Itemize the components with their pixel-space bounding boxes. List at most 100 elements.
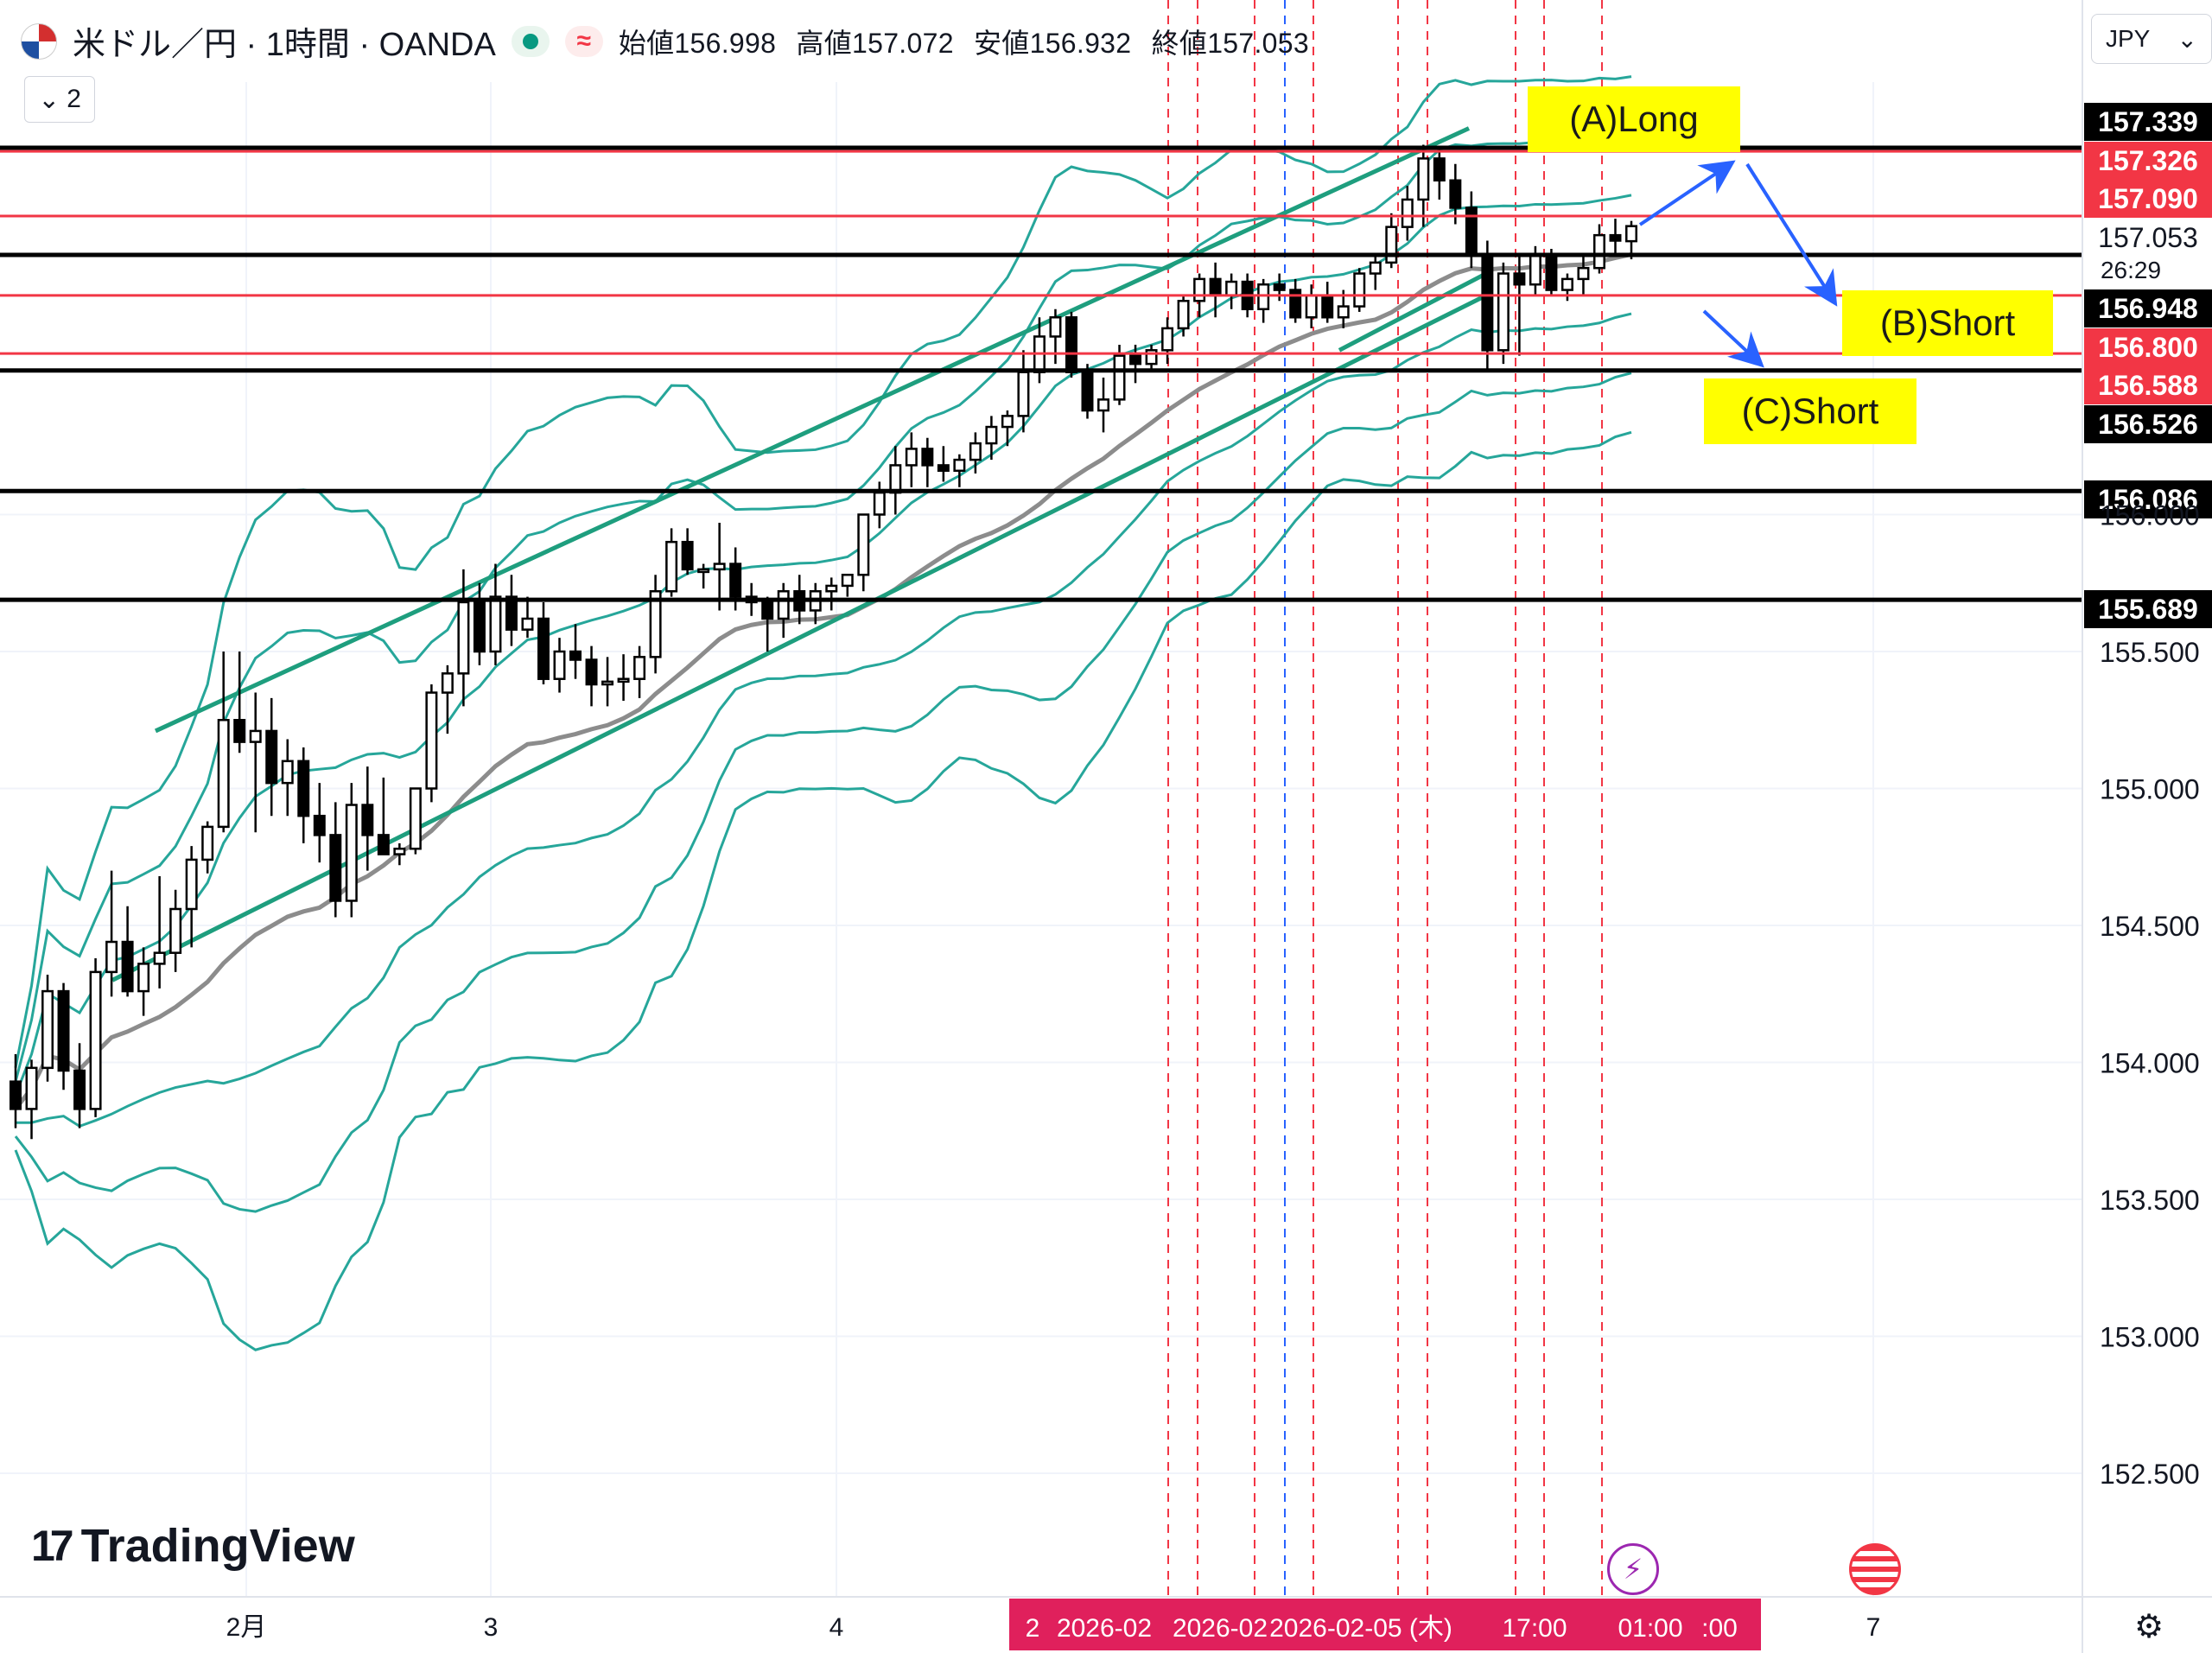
candle [57, 982, 70, 1090]
ohlc-readout: 始値156.998 高値157.072 安値156.932 終値157.053 [619, 22, 1321, 61]
price-level-label-bg [2084, 480, 2212, 518]
price-tick-label: 154.000 [2100, 1048, 2200, 1079]
close-value: 157.053 [1207, 27, 1309, 59]
scenario-arrow [1745, 162, 1838, 307]
high-label: 高値 [796, 27, 853, 59]
time-highlight-label: 17:00 [1502, 1614, 1567, 1643]
candle [1592, 224, 1605, 274]
candle [393, 842, 406, 866]
candle [1001, 410, 1014, 447]
us-flag-event-icon[interactable] [1849, 1543, 1901, 1595]
candle [1177, 295, 1190, 337]
indicators-collapse-button[interactable]: ⌄ 2 [24, 76, 95, 123]
short-b-annotation: (B)Short [1842, 290, 2053, 356]
candle [825, 577, 838, 611]
candle [1369, 254, 1382, 290]
chevron-down-icon: ⌄ [38, 85, 60, 114]
time-highlight-label: 2026-02-05 (木) [1269, 1614, 1452, 1643]
candle [777, 582, 790, 639]
candle [1449, 163, 1462, 225]
candle [985, 416, 998, 461]
candle [169, 889, 182, 972]
price-level-label-bg [2084, 103, 2212, 141]
candle [457, 569, 470, 707]
candle [217, 652, 230, 833]
price-level-label: 157.090 [2098, 183, 2198, 214]
price-tick-label: 152.500 [2100, 1459, 2200, 1490]
candle [1257, 278, 1270, 323]
last-price-label: 157.053 [2098, 222, 2198, 253]
candle [137, 947, 150, 1016]
trend-channel-line [154, 126, 1471, 734]
candle [905, 432, 918, 487]
candle [441, 664, 454, 734]
short-c-label: (C)Short [1741, 391, 1879, 431]
price-level-label: 156.948 [2098, 293, 2198, 324]
open-label: 始値 [618, 27, 675, 59]
event-lightning-icon[interactable]: ⚡ [1607, 1543, 1659, 1595]
scenario-arrow [1638, 160, 1736, 226]
candle [41, 975, 54, 1082]
bollinger-band-line [14, 430, 1632, 1351]
candle [841, 573, 854, 597]
candle [553, 638, 566, 693]
candle [1065, 311, 1077, 378]
settings-gear-icon[interactable]: ⚙ [2134, 1609, 2164, 1645]
candle [297, 747, 310, 843]
price-level-label-bg [2084, 328, 2212, 366]
candle [1433, 147, 1446, 200]
price-level-label-bg [2084, 289, 2212, 327]
time-highlight-label: 2026-02 [1057, 1614, 1152, 1643]
price-tick-label: 156.000 [2100, 500, 2200, 531]
time-tick-label: 2月 [226, 1613, 267, 1642]
candle [969, 432, 982, 474]
tradingview-logo: 17 TradingView [31, 1519, 355, 1573]
candle [425, 684, 438, 803]
candle [537, 601, 550, 685]
candle [505, 575, 518, 646]
candle [937, 446, 950, 482]
data-delay-icon: ≈ [564, 25, 603, 57]
candle [681, 528, 694, 575]
candle [105, 870, 118, 997]
trend-channel-line [1338, 271, 1488, 353]
candle [473, 582, 486, 665]
low-label: 安値 [974, 27, 1030, 59]
price-level-label: 156.086 [2098, 484, 2198, 515]
candle [249, 692, 262, 833]
high-value: 157.072 [852, 27, 954, 59]
time-highlight-label: :00 [1701, 1614, 1738, 1643]
candle [1417, 144, 1430, 227]
price-level-label: 155.689 [2098, 594, 2198, 625]
candle [153, 875, 166, 989]
candle [361, 766, 374, 871]
usd-jpy-flag-icon [21, 22, 57, 60]
symbol-title[interactable]: 米ドル／円 · 1時間 · OANDA [73, 27, 496, 63]
price-level-label-bg [2084, 405, 2212, 443]
candle [857, 513, 870, 592]
low-value: 156.932 [1029, 27, 1132, 59]
candle [233, 652, 246, 753]
candle [377, 777, 390, 855]
price-level-label-bg [2084, 180, 2212, 218]
time-tick-label: 3 [484, 1613, 499, 1642]
price-level-label: 156.800 [2098, 332, 2198, 363]
candle [409, 787, 422, 855]
candle [1097, 378, 1109, 433]
candle [761, 596, 774, 652]
candle [921, 437, 934, 487]
short-b-label: (B)Short [1879, 302, 2016, 343]
currency-select[interactable]: JPY ⌄ [2091, 14, 2212, 64]
candle [665, 528, 678, 597]
candle [281, 739, 294, 817]
time-highlight-label: 2 [1026, 1614, 1040, 1643]
bollinger-band-line [16, 312, 1632, 1128]
price-tick-label: 153.500 [2100, 1185, 2200, 1216]
long-annotation: (A)Long [1528, 86, 1740, 152]
moving-average-line [14, 252, 1632, 1110]
market-open-icon [511, 25, 550, 57]
candle [201, 821, 214, 874]
candle [1577, 254, 1590, 296]
candle [345, 783, 358, 918]
